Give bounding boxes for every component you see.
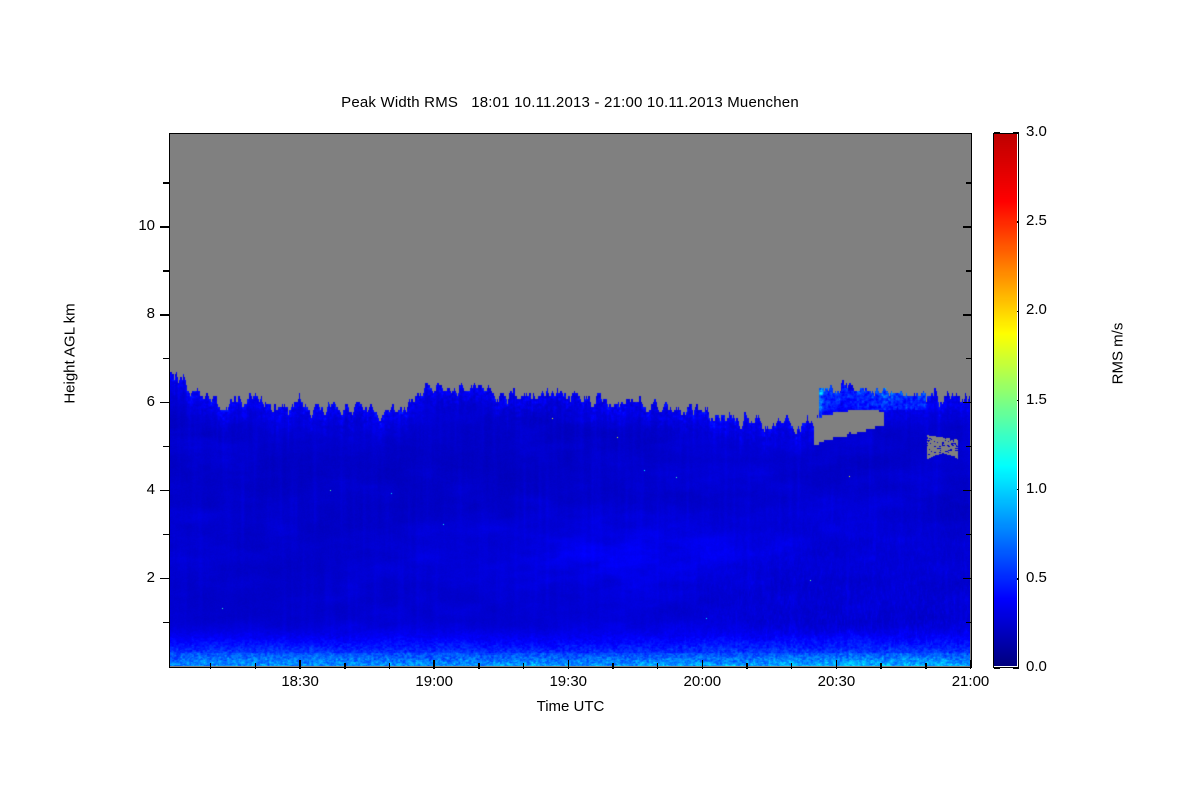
x-tick-minor [925,663,927,669]
colorbar-tick-label: 3.0 [1026,123,1047,140]
colorbar-tick-label: 2.5 [1026,212,1047,230]
y-tick-label: 2 [146,568,155,586]
x-tick-major [969,660,972,669]
x-tick-major-top [0,27,1200,36]
x-tick-minor [790,663,793,669]
x-tick-minor [746,663,748,669]
heatmap-image [170,134,970,666]
x-tick-minor [254,663,257,669]
y-tick-minor [163,357,169,360]
x-tick-major [299,660,301,669]
x-tick-major-top [0,18,1200,27]
y-tick-label: 8 [146,304,155,322]
y-tick-minor-right [966,357,972,360]
x-tick-major [835,660,838,669]
y-tick-minor-right [966,533,972,536]
colorbar-tick-label: 1.0 [1026,479,1047,497]
y-tick-minor [163,533,169,536]
y-tick-minor [163,445,169,448]
y-tick-major [160,401,169,404]
y-tick-label: 6 [146,392,155,410]
y-tick-minor-right [966,182,972,184]
y-tick-major-right [963,577,972,580]
colorbar-tick [1013,667,1019,669]
colorbar-gradient [994,134,1017,666]
y-tick-major [160,577,169,580]
y-tick-major-right [963,314,972,316]
colorbar-label: RMS m/s [1109,322,1127,385]
x-tick-minor [478,663,480,669]
x-tick-major [433,660,435,669]
x-tick-minor [209,663,212,669]
y-tick-minor-right [966,270,972,272]
x-tick-major [567,660,569,669]
colorbar-tick-left [994,667,1000,669]
x-tick-label: 18:30 [281,673,319,690]
x-tick-label: 19:30 [549,673,588,690]
y-tick-minor [163,270,169,272]
x-tick-major-top [0,36,1200,45]
colorbar-tick-label: 0.0 [1026,658,1047,675]
y-tick-minor-right [966,445,972,448]
y-tick-label: 4 [146,480,155,498]
x-tick-label: 21:00 [951,673,990,690]
x-tick-major-top [0,0,1200,9]
x-tick-minor-top [0,120,1200,126]
y-axis-label: Height AGL km [61,303,79,404]
y-tick-major [160,314,169,316]
x-tick-minor [344,663,346,669]
colorbar-tick-label: 2.0 [1026,301,1047,319]
y-tick-minor-right [966,621,972,624]
x-tick-minor [656,663,659,669]
y-tick-major-right [963,401,972,404]
x-tick-major [701,660,704,669]
colorbar-tick-label: 1.5 [1026,390,1047,408]
y-tick-major-right [963,489,972,492]
x-tick-label: 19:00 [415,673,453,690]
colorbar[interactable] [993,133,1019,668]
y-tick-major [160,489,169,492]
chart-title: Peak Width RMS 18:01 10.11.2013 - 21:00 … [341,94,799,111]
y-tick-major [160,226,169,228]
x-tick-label: 20:30 [817,673,856,690]
x-tick-minor [522,663,525,669]
x-tick-minor [612,663,614,669]
y-tick-minor [163,621,169,624]
x-tick-major-top [0,9,1200,18]
x-tick-major-top [0,45,1200,54]
x-axis-label: Time UTC [536,698,605,715]
x-tick-minor [880,663,882,669]
heatmap-plot-area[interactable] [169,133,972,668]
colorbar-tick-label: 0.5 [1026,568,1047,586]
y-tick-major-right [963,226,972,228]
y-tick-label: 10 [138,216,155,234]
x-tick-label: 20:00 [683,673,722,690]
axis-decorations: 2 4 6 8 10 18:30 19:00 19:30 20:00 20:30 21:00 0.0 0… [0,0,1200,690]
y-tick-minor [163,182,169,184]
x-tick-minor [388,663,391,669]
